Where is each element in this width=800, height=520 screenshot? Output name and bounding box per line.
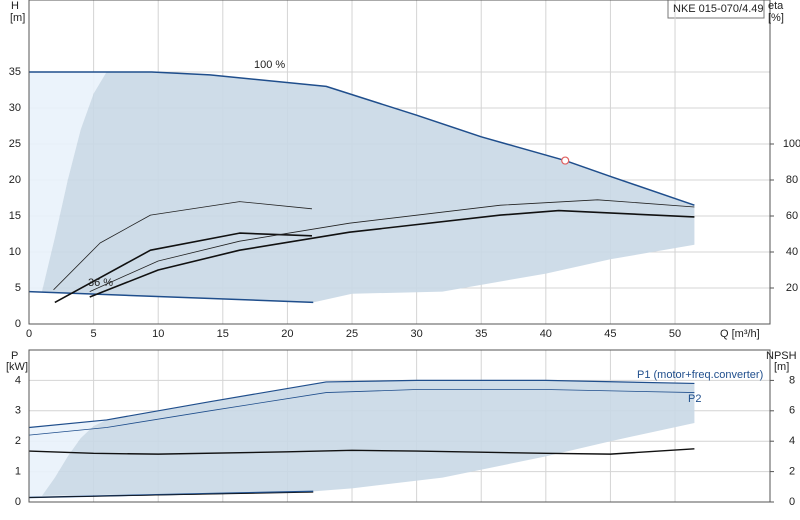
y2-tick-label: 60	[786, 210, 798, 222]
y2-unit: [m]	[774, 361, 789, 373]
area	[41, 72, 695, 303]
x-tick-label: 10	[152, 328, 164, 340]
curve	[28, 448, 695, 455]
area	[29, 72, 107, 292]
y2-tick-label: 8	[789, 374, 795, 386]
y2-label: NPSH	[766, 350, 797, 362]
x-tick-label: 35	[475, 328, 487, 340]
y2-tick-label: 20	[786, 282, 798, 294]
y-tick-label: 1	[15, 466, 21, 478]
plot-frame	[28, 0, 771, 325]
curve	[89, 199, 695, 292]
curve	[54, 232, 312, 304]
y-tick-label: 5	[15, 282, 21, 294]
x-tick-label: 50	[669, 328, 681, 340]
y2-label: eta	[768, 0, 784, 12]
x-tick-label: 0	[26, 328, 32, 340]
y-tick-label: 25	[9, 138, 21, 150]
curve	[29, 71, 695, 206]
x-tick-label: 30	[410, 328, 422, 340]
y-unit: [kW]	[6, 361, 28, 373]
x-tick-label: 25	[346, 328, 358, 340]
y-tick-label: 10	[9, 246, 21, 258]
y2-tick-label: 0	[789, 496, 795, 508]
y2-unit: [%]	[768, 12, 784, 24]
x-tick-label: 15	[217, 328, 229, 340]
y2-tick-label: 100	[783, 138, 800, 150]
x-tick-label: 5	[91, 328, 97, 340]
y-label: P	[11, 350, 18, 362]
plot-frame	[28, 349, 771, 503]
y-tick-label: 2	[15, 435, 21, 447]
duty-point	[561, 156, 570, 165]
curve	[28, 379, 695, 429]
x-label: Q [m³/h]	[720, 328, 760, 340]
annotation: 100 %	[254, 59, 285, 71]
title-box	[667, 0, 765, 19]
curve	[89, 209, 695, 298]
y-tick-label: 0	[15, 496, 21, 508]
chart-title: NKE 015-070/4.49	[673, 3, 764, 15]
y-tick-label: 0	[15, 318, 21, 330]
y-tick-label: 20	[9, 174, 21, 186]
x-tick-label: 40	[540, 328, 552, 340]
y-tick-label: 30	[9, 102, 21, 114]
annotation: 36 %	[88, 277, 113, 289]
x-tick-label: 45	[604, 328, 616, 340]
y2-tick-label: 4	[789, 435, 795, 447]
y-unit: [m]	[10, 12, 25, 24]
curve	[28, 491, 314, 498]
y-tick-label: 3	[15, 405, 21, 417]
series-label: P1 (motor+freq.converter)	[637, 369, 763, 381]
series-label: P2	[688, 393, 701, 405]
curve	[28, 389, 695, 436]
y-label: H	[11, 0, 19, 12]
curve	[28, 290, 314, 304]
y-tick-label: 35	[9, 66, 21, 78]
y2-tick-label: 80	[786, 174, 798, 186]
y2-tick-label: 40	[786, 246, 798, 258]
area	[41, 380, 695, 496]
curve	[53, 201, 313, 291]
area	[29, 419, 107, 498]
x-tick-label: 20	[281, 328, 293, 340]
y-tick-label: 15	[9, 210, 21, 222]
y2-tick-label: 2	[789, 466, 795, 478]
y2-tick-label: 6	[789, 405, 795, 417]
y-tick-label: 4	[15, 374, 21, 386]
